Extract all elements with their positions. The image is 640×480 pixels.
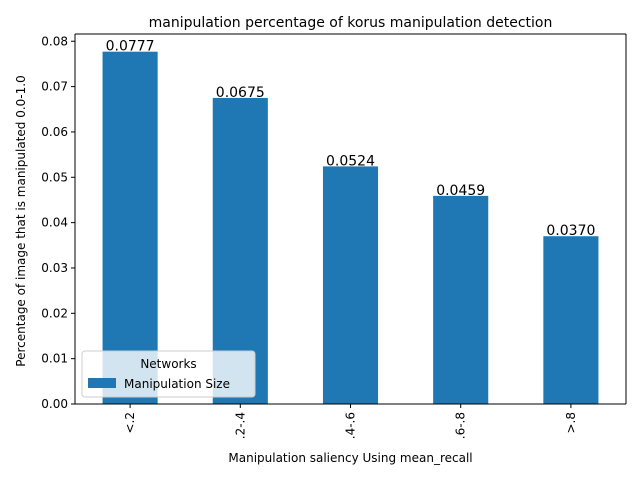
y-axis-label: Percentage of image that is manipulated … [14,75,28,366]
legend-entry-label: Manipulation Size [124,377,230,391]
bar [322,166,379,404]
y-tick-label: 0.08 [41,34,68,48]
chart-title: manipulation percentage of korus manipul… [149,15,553,31]
legend-title: Networks [140,357,196,371]
y-tick-label: 0.01 [41,352,68,366]
y-tick-label: 0.03 [41,261,68,275]
bar-value-label: 0.0675 [216,85,265,101]
y-tick-label: 0.07 [41,80,68,94]
y-tick-label: 0.00 [41,397,68,411]
y-tick-label: 0.04 [41,216,68,230]
x-tick-label: >.8 [564,412,578,434]
bar-value-label: 0.0777 [106,39,155,55]
plot-area: 0.0777 0.0675 0.0524 0.0459 0.0370 0.00 0.01 0.… [41,33,627,439]
y-tick-label: 0.02 [41,306,68,320]
bar-value-label: 0.0459 [436,183,485,199]
bar [102,51,158,404]
x-tick-label: .4-.6 [344,412,358,439]
x-tick-label: <.2 [123,412,137,434]
y-tick-label: 0.05 [41,170,68,184]
legend-swatch [88,378,116,388]
x-axis-label: Manipulation saliency Using mean_recall [228,451,472,465]
bar [543,236,599,404]
y-tick-label: 0.06 [41,125,68,139]
x-tick-label: .2-.4 [233,412,247,439]
bar-value-label: 0.0524 [326,153,375,169]
legend: Networks Manipulation Size [81,350,256,398]
legend-box [81,350,256,398]
bar-value-label: 0.0370 [546,223,595,239]
x-tick-label: .6-.8 [454,412,468,439]
bar [433,195,489,404]
